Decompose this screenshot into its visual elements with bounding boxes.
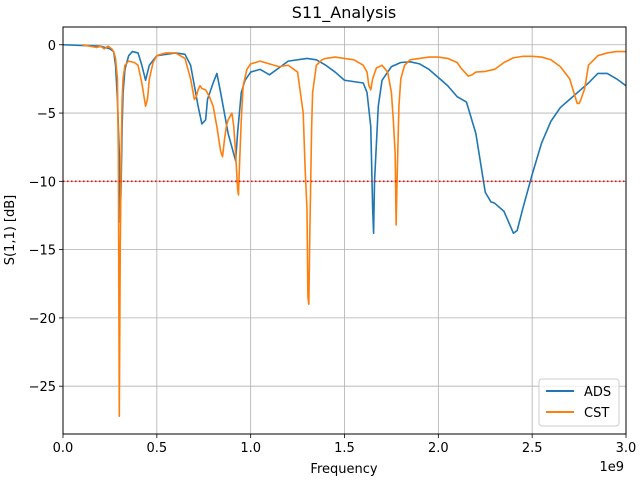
y-tick-label: −15: [29, 244, 56, 259]
legend-label-ads: ADS: [584, 385, 611, 400]
y-tick-label: −10: [29, 175, 56, 190]
x-tick-label: 2.0: [428, 441, 449, 456]
x-tick-label: 0.0: [53, 441, 74, 456]
x-tick-label: 3.0: [616, 441, 637, 456]
x-axis-offset-label: 1e9: [599, 460, 624, 475]
x-tick-label: 2.5: [522, 441, 543, 456]
series-line-cst: [81, 43, 626, 418]
x-tick-label: 1.0: [240, 441, 261, 456]
axis-ticks: 0.0 0.5 1.0 1.5 2.0 2.5 3.0 0 −5 −10 −15 −20 −25: [29, 39, 637, 456]
x-axis-title: Frequency: [310, 462, 377, 477]
plot-area: [63, 43, 626, 418]
y-tick-label: −20: [29, 312, 56, 327]
y-tick-label: 0: [48, 39, 56, 54]
legend: ADS CST: [538, 378, 620, 427]
y-tick-label: −25: [29, 380, 56, 395]
series-layer: [63, 43, 626, 418]
y-axis-title: S(1,1) [dB]: [3, 195, 18, 266]
legend-label-cst: CST: [584, 406, 609, 421]
y-tick-label: −5: [37, 107, 56, 122]
series-line-ads: [63, 43, 626, 235]
x-tick-label: 0.5: [146, 441, 167, 456]
chart-title: S11_Analysis: [292, 3, 396, 23]
x-tick-label: 1.5: [334, 441, 355, 456]
